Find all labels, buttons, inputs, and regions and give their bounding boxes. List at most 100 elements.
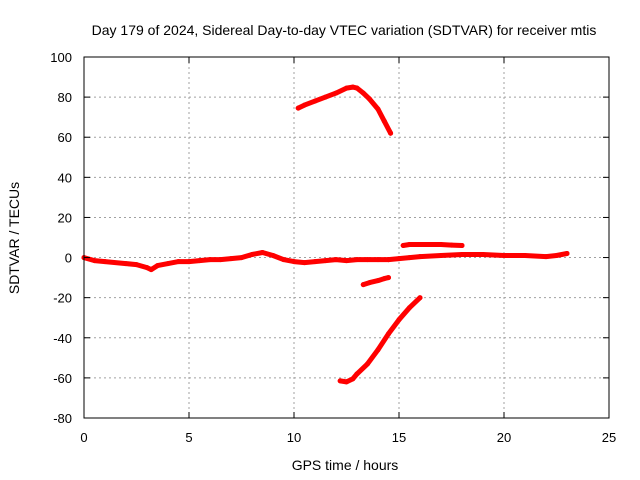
y-axis-label: SDTVAR / TECUs — [6, 182, 22, 294]
series-2-point — [386, 257, 391, 263]
series-3-point — [354, 85, 360, 91]
series-6-point — [365, 361, 370, 367]
series-1-point — [270, 253, 276, 258]
series-3-point — [388, 130, 394, 136]
series-3-point — [323, 94, 328, 100]
chart-title: Day 179 of 2024, Sidereal Day-to-day VTE… — [92, 22, 597, 38]
series-3-point — [350, 84, 356, 90]
series-3-point — [375, 106, 381, 112]
series-6-point — [344, 379, 349, 385]
series-1-point — [249, 252, 255, 257]
y-tick-label: 20 — [58, 210, 72, 225]
series-5-point — [360, 282, 366, 288]
y-tick-label: 0 — [65, 251, 72, 266]
x-axis-label: GPS time / hours — [292, 457, 399, 473]
series-4-point — [400, 243, 406, 248]
series-4-point — [449, 242, 454, 248]
series-3-point — [381, 118, 387, 124]
series-2-point — [564, 251, 570, 256]
series-3-point — [360, 90, 366, 96]
series-2-point — [554, 253, 559, 258]
y-tick-label: -80 — [53, 411, 72, 426]
series-1-point — [354, 257, 360, 263]
series-1-point — [148, 267, 154, 273]
y-tick-label: 100 — [50, 50, 72, 65]
x-tick-label: 20 — [497, 430, 511, 445]
x-tick-label: 0 — [80, 430, 87, 445]
series-1-point — [333, 257, 339, 263]
series-1-point — [134, 262, 139, 268]
series-2-point — [543, 254, 549, 260]
x-tick-label: 25 — [602, 430, 616, 445]
series-3-point — [302, 102, 307, 108]
x-tick-label: 10 — [287, 430, 301, 445]
series-5-point — [367, 280, 373, 286]
series-1-point — [344, 258, 349, 264]
series-2-point — [459, 252, 465, 257]
series-1-point — [186, 259, 192, 265]
series-6-point — [375, 347, 381, 353]
y-tick-label: 40 — [58, 170, 72, 185]
series-5-point — [386, 275, 391, 281]
series-1-point — [144, 265, 150, 271]
series-1-point — [228, 256, 234, 262]
y-tick-label: -60 — [53, 371, 72, 386]
series-3-point — [367, 96, 373, 102]
series-2-point — [417, 254, 423, 260]
series-1-point — [102, 259, 108, 265]
series-4-point — [438, 242, 444, 247]
grid — [84, 57, 609, 418]
series-1-point — [375, 257, 381, 263]
y-tick-label: 60 — [58, 130, 72, 145]
ticks: 0 5 10 15 20 25 -80 -60 -40 -20 0 20 40 60 80 100 — [50, 50, 616, 445]
plot-frame — [83, 56, 610, 419]
series-4-point — [459, 243, 465, 248]
series-3-point — [344, 85, 349, 91]
series-1-point — [302, 260, 307, 266]
series-3-point — [312, 98, 318, 104]
series-5-point — [381, 276, 387, 282]
series-2-line — [386, 251, 570, 263]
series-1-point — [176, 259, 181, 265]
series-5-point — [375, 278, 381, 284]
series-1-point — [218, 257, 223, 263]
series-6-point — [350, 376, 356, 382]
series-1-point — [197, 258, 202, 264]
series-1-point — [281, 257, 286, 263]
series-4-point — [417, 242, 423, 247]
series-2-point — [438, 253, 444, 258]
series-2-point — [501, 253, 507, 258]
series-6-point — [417, 295, 423, 301]
y-tick-label: -40 — [53, 331, 72, 346]
series-3-point — [295, 105, 301, 111]
series-4-point — [407, 242, 412, 247]
series-6-line — [337, 295, 423, 385]
series-1-point — [291, 259, 297, 265]
series-1-point — [239, 255, 244, 261]
series-1-point — [165, 261, 171, 267]
series-6-point — [396, 317, 402, 323]
series-2-point — [480, 252, 486, 257]
series-1-point — [365, 257, 370, 263]
series-1-point — [155, 263, 160, 269]
y-tick-label: 80 — [58, 90, 72, 105]
series-1-point — [123, 261, 129, 267]
series-3-point — [333, 90, 339, 96]
series-1-point — [92, 258, 97, 264]
series-6-point — [337, 378, 343, 384]
x-tick-label: 5 — [185, 430, 192, 445]
series-6-point — [407, 305, 412, 311]
series-1-point — [260, 250, 265, 255]
series-1-point — [207, 257, 213, 263]
series-6-point — [386, 331, 391, 337]
series-1-point — [323, 258, 328, 264]
y-tick-label: -20 — [53, 291, 72, 306]
series-1-line — [81, 250, 391, 273]
series-2-point — [407, 255, 412, 261]
series-4-point — [428, 242, 433, 247]
x-tick-label: 15 — [392, 430, 406, 445]
series-2-point — [522, 253, 528, 258]
series-layer — [81, 84, 570, 385]
series-6-point — [354, 371, 360, 377]
